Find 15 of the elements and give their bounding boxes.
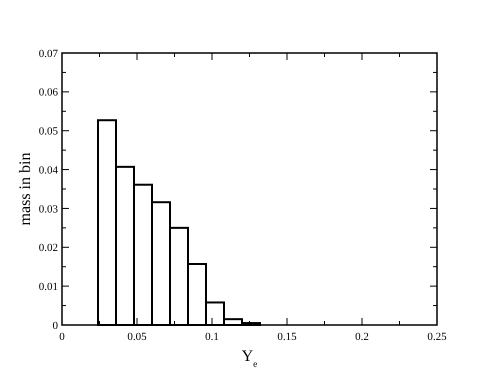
y-tick-label: 0.01 (38, 280, 58, 293)
y-tick-label: 0.07 (38, 48, 58, 60)
y-tick-label: 0.02 (38, 242, 58, 254)
y-tick-label: 0.03 (38, 203, 58, 216)
x-tick-label: 0.15 (277, 331, 298, 343)
x-tick-label: 0.2 (355, 331, 369, 343)
y-tick-label: 0.04 (38, 164, 58, 176)
x-tick-label: 0.1 (205, 331, 219, 343)
x-tick-label: 0.25 (427, 331, 448, 343)
y-tick-label: 0.06 (38, 86, 58, 99)
y-axis-title: mass in bin (17, 152, 34, 226)
x-axis-title: Y$_{e}$ (242, 348, 258, 370)
x-tick-label: 0.05 (127, 331, 148, 343)
y-tick-label: 0 (52, 320, 58, 332)
y-tick-label: 0.05 (38, 126, 58, 138)
